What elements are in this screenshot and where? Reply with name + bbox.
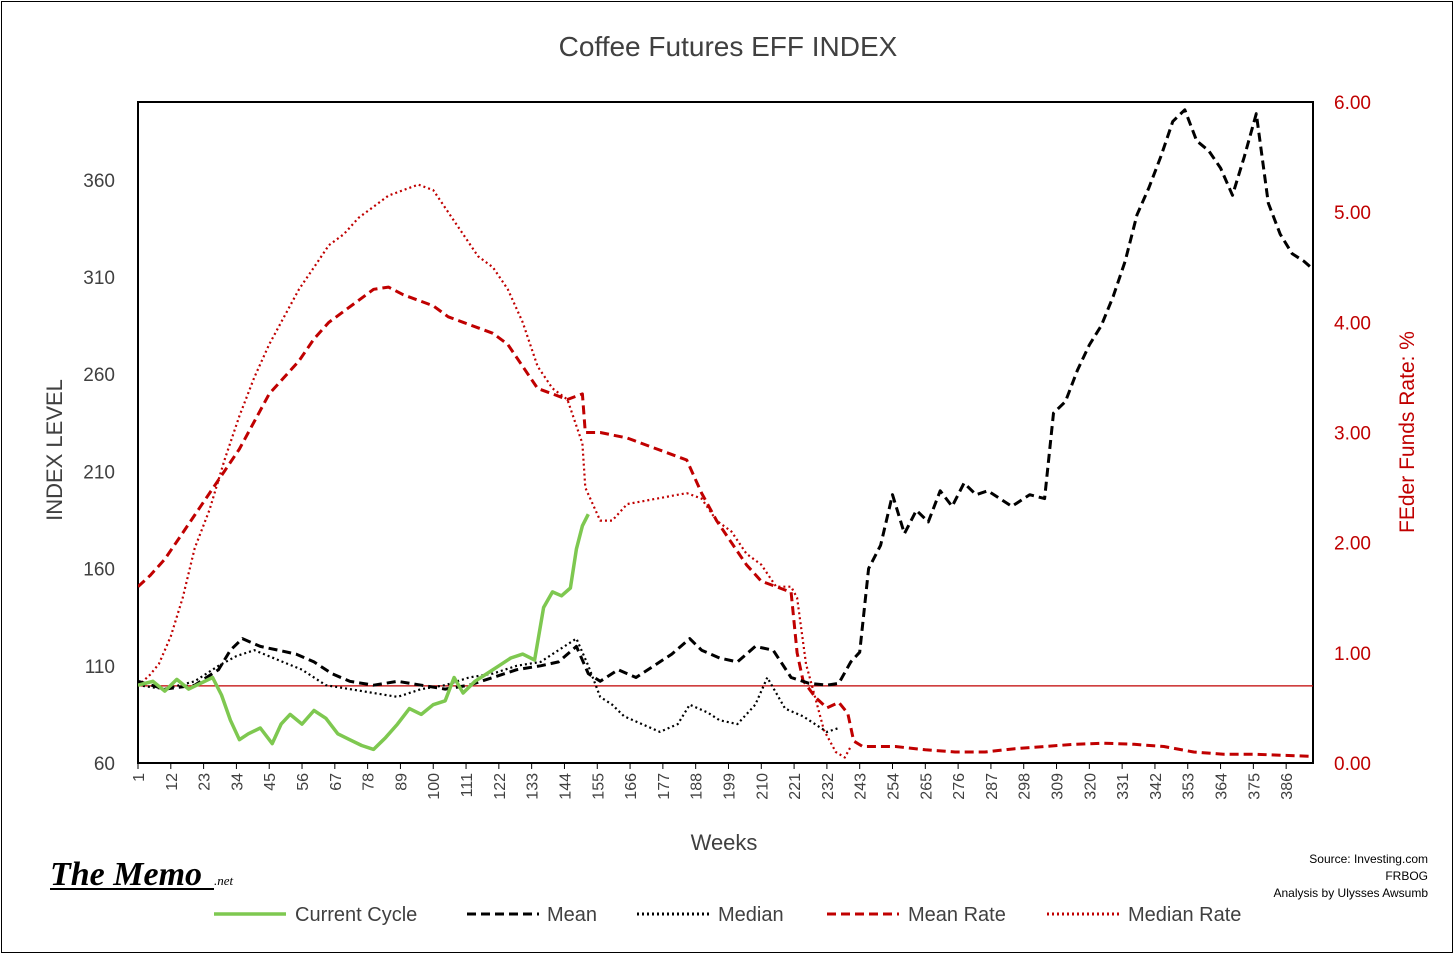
x-tick-label-3: 34 [229, 773, 246, 791]
x-tick-label-34: 375 [1246, 773, 1263, 800]
source-line-3: Analysis by Ulysses Awsumb [1274, 886, 1429, 900]
y-tick-right-4: 4.00 [1334, 313, 1371, 334]
y-tick-left-3: 210 [83, 462, 115, 483]
series-median [138, 637, 840, 734]
y-tick-right-6: 6.00 [1334, 93, 1371, 114]
y-tick-right-5: 5.00 [1334, 203, 1371, 224]
x-tick-label-9: 100 [426, 773, 443, 800]
x-tick-label-35: 386 [1279, 773, 1296, 800]
x-tick-label-33: 364 [1214, 773, 1231, 800]
logo: The Memo .net [50, 856, 234, 893]
x-tick-label-17: 188 [689, 773, 706, 800]
legend-label-1: Mean [547, 904, 597, 926]
x-tick-label-1: 12 [164, 773, 181, 791]
y-axis-right-label: FEder Funds Rate: % [1396, 331, 1419, 533]
x-tick-label-21: 232 [820, 773, 837, 800]
x-tick-label-20: 221 [787, 773, 804, 800]
source-line-2: FRBOG [1385, 869, 1428, 883]
series-mean-rate [138, 285, 1313, 758]
source-note: Source: Investing.com FRBOG Analysis by … [1274, 852, 1429, 900]
x-tick-label-11: 122 [492, 773, 509, 800]
logo-text: The Memo [50, 856, 202, 893]
y-tick-left-2: 160 [83, 560, 115, 581]
y-tick-left-0: 60 [94, 754, 115, 775]
x-tick-label-23: 254 [886, 773, 903, 800]
x-tick-label-0: 1 [131, 773, 148, 782]
chart-title: Coffee Futures EFF INDEX [559, 31, 898, 62]
legend-label-2: Median [718, 904, 784, 926]
series-mean [138, 108, 1313, 691]
x-tick-label-14: 155 [590, 773, 607, 800]
y-axis-left-ticks: 60 110 160 210 260 310 360 [83, 171, 115, 775]
y-tick-right-1: 1.00 [1334, 644, 1371, 665]
logo-suffix: .net [214, 873, 234, 888]
y-tick-left-1: 110 [85, 657, 115, 678]
x-tick-label-31: 342 [1148, 773, 1165, 800]
source-line-1: Source: Investing.com [1309, 852, 1428, 866]
y-tick-right-0: 0.00 [1334, 754, 1371, 775]
legend-label-4: Median Rate [1128, 904, 1241, 926]
y-tick-left-4: 260 [83, 365, 115, 386]
x-tick-label-2: 23 [197, 773, 214, 791]
x-axis-ticks: 1 12 23 34 45 56 67 78 89 100 111 122 133 144 155 166 17… [131, 763, 1296, 800]
y-axis-left-label: INDEX LEVEL [42, 379, 67, 521]
x-tick-label-16: 177 [656, 773, 673, 800]
x-tick-label-30: 331 [1115, 773, 1132, 800]
y-tick-right-3: 3.00 [1334, 424, 1371, 445]
x-tick-label-28: 309 [1050, 773, 1067, 800]
x-tick-label-18: 199 [721, 773, 738, 800]
x-tick-label-29: 320 [1082, 773, 1099, 800]
x-tick-label-19: 210 [754, 773, 771, 800]
x-tick-label-5: 56 [295, 773, 312, 791]
plot-area [137, 101, 1314, 764]
x-tick-label-4: 45 [262, 773, 279, 791]
x-tick-label-22: 243 [853, 773, 870, 800]
x-tick-label-25: 276 [951, 773, 968, 800]
x-tick-label-8: 89 [393, 773, 410, 791]
x-tick-label-27: 298 [1017, 773, 1034, 800]
series-current-cycle [138, 513, 590, 752]
x-tick-label-26: 287 [984, 773, 1001, 800]
x-tick-label-7: 78 [361, 773, 378, 791]
series-layer [138, 108, 1313, 759]
legend-label-3: Mean Rate [908, 904, 1006, 926]
x-axis-label: Weeks [691, 830, 758, 855]
x-tick-label-13: 144 [557, 773, 574, 800]
x-tick-label-12: 133 [525, 773, 542, 800]
legend: Current Cycle Mean Median Mean Rate Median R… [214, 904, 1241, 926]
legend-label-0: Current Cycle [295, 904, 417, 926]
y-tick-left-5: 310 [83, 268, 115, 289]
y-tick-right-2: 2.00 [1334, 534, 1371, 555]
x-tick-label-32: 353 [1181, 773, 1198, 800]
y-tick-left-6: 360 [83, 171, 115, 192]
y-axis-right-ticks: 0.00 1.00 2.00 3.00 4.00 5.00 6.00 [1334, 93, 1371, 775]
series-median-rate [138, 183, 852, 759]
x-tick-label-24: 265 [918, 773, 935, 800]
x-tick-label-6: 67 [328, 773, 345, 791]
x-tick-label-10: 111 [459, 773, 476, 797]
x-tick-label-15: 166 [623, 773, 640, 800]
